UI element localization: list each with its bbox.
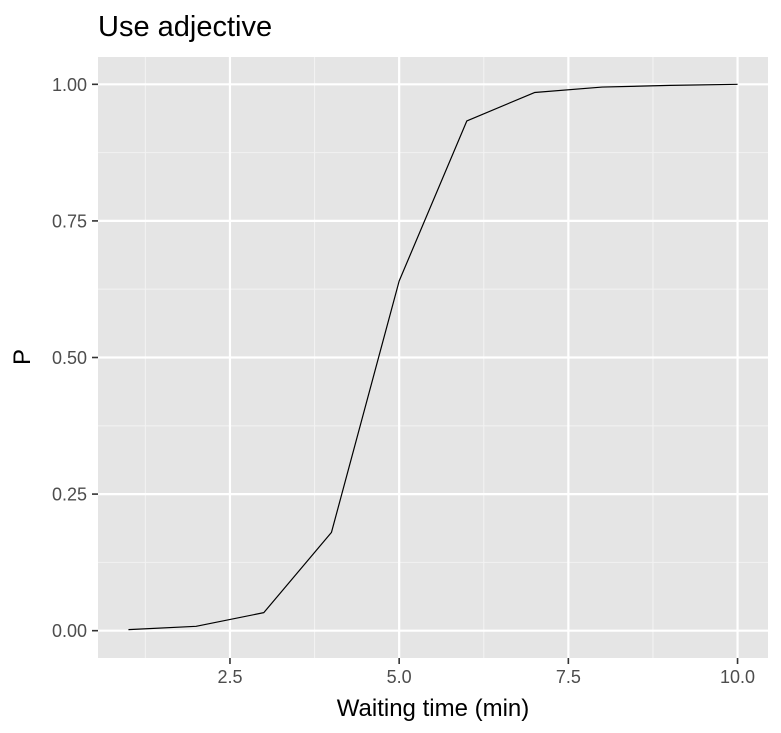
major-gridlines <box>98 57 768 658</box>
series-layer <box>128 83 738 631</box>
y-tick-label: 1.00 <box>52 75 87 95</box>
y-tick-label: 0.25 <box>52 485 87 505</box>
x-tick-label: 10.0 <box>720 667 755 687</box>
y-tick-label: 0.50 <box>52 348 87 368</box>
x-tick-label: 5.0 <box>387 667 412 687</box>
x-axis: 2.5 5.0 7.5 10.0 <box>217 658 755 687</box>
chart-title: Use adjective <box>98 11 272 43</box>
x-tick-label: 2.5 <box>217 667 242 687</box>
y-tick-label: 0.75 <box>52 211 87 231</box>
y-axis: 0.00 0.25 0.50 0.75 1.00 <box>52 75 98 641</box>
y-tick-label: 0.00 <box>52 621 87 641</box>
y-axis-title: P <box>9 349 36 365</box>
series-line <box>128 83 738 631</box>
x-tick-label: 7.5 <box>556 667 581 687</box>
x-axis-title: Waiting time (min) <box>337 695 529 722</box>
